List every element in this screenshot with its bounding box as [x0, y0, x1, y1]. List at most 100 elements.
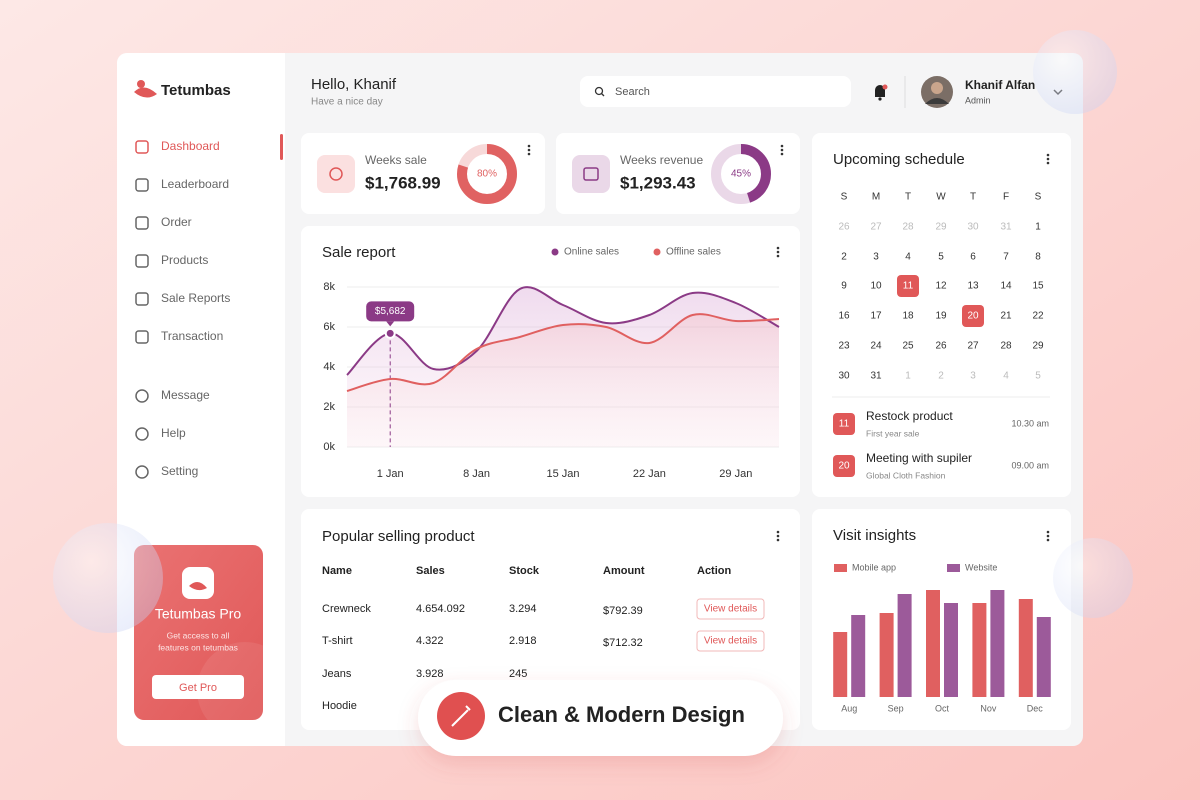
- menu-dot[interactable]: [776, 534, 780, 538]
- bar: [879, 613, 894, 697]
- bar: [972, 603, 987, 697]
- menu-dot[interactable]: [776, 246, 780, 250]
- nav-item[interactable]: Products: [161, 253, 208, 267]
- view-details-button[interactable]: [696, 598, 765, 620]
- calendar-day[interactable]: 25: [902, 341, 914, 352]
- calendar-day[interactable]: 2: [841, 252, 847, 263]
- bell-icon[interactable]: [875, 85, 885, 97]
- nav-item[interactable]: Setting: [161, 464, 198, 478]
- promo-text: features on tetumbas: [158, 642, 238, 652]
- calendar-day[interactable]: 26: [838, 222, 850, 233]
- nav-item[interactable]: Transaction: [161, 329, 223, 343]
- stat-label: Weeks revenue: [620, 153, 703, 167]
- calendar-day[interactable]: 21: [1000, 311, 1012, 322]
- calendar-day[interactable]: 23: [838, 341, 850, 352]
- menu-dot[interactable]: [776, 254, 780, 258]
- search-box[interactable]: [580, 76, 851, 107]
- calendar-day[interactable]: 1: [1035, 222, 1041, 233]
- calendar-day[interactable]: 20: [967, 311, 979, 322]
- calendar-day[interactable]: 27: [967, 341, 979, 352]
- search-placeholder[interactable]: Search: [615, 86, 650, 98]
- calendar-day[interactable]: 6: [970, 252, 976, 263]
- view-details-button[interactable]: [696, 630, 765, 652]
- calendar-day[interactable]: 26: [935, 341, 947, 352]
- calendar-day[interactable]: 16: [838, 311, 850, 322]
- calendar-day[interactable]: 1: [905, 371, 911, 382]
- calendar-day[interactable]: 13: [967, 281, 979, 292]
- calendar-day[interactable]: 12: [935, 281, 947, 292]
- nav-item[interactable]: Dashboard: [161, 139, 220, 153]
- calendar-day[interactable]: 4: [905, 252, 911, 263]
- calendar-day[interactable]: 31: [1000, 222, 1012, 233]
- nav-item[interactable]: Help: [161, 426, 186, 440]
- calendar-day[interactable]: 22: [1032, 311, 1044, 322]
- menu-dot[interactable]: [780, 144, 784, 148]
- menu-dot[interactable]: [1046, 161, 1050, 165]
- card-title: Sale report: [322, 244, 396, 261]
- calendar-day[interactable]: 10: [870, 281, 882, 292]
- menu-dot[interactable]: [776, 538, 780, 542]
- menu-dot[interactable]: [780, 148, 784, 152]
- menu-dot[interactable]: [1046, 534, 1050, 538]
- calendar-day[interactable]: 14: [1000, 281, 1012, 292]
- nav-item[interactable]: Leaderboard: [161, 177, 229, 191]
- menu-dot[interactable]: [780, 152, 784, 156]
- calendar-day[interactable]: 19: [935, 311, 947, 322]
- calendar-day[interactable]: 7: [1003, 252, 1009, 263]
- calendar-day[interactable]: 3: [873, 252, 879, 263]
- day-highlight: [962, 305, 984, 327]
- view-details-label[interactable]: View details: [704, 604, 757, 615]
- get-pro-label[interactable]: Get Pro: [179, 682, 217, 694]
- calendar-day[interactable]: 15: [1032, 281, 1044, 292]
- calendar-day[interactable]: 31: [870, 371, 882, 382]
- calendar-day[interactable]: 28: [1000, 341, 1012, 352]
- avatar-body: [925, 98, 949, 104]
- calendar-day[interactable]: 3: [970, 371, 976, 382]
- nav-icon: [135, 254, 149, 268]
- event-day: 11: [839, 419, 850, 430]
- nav-item[interactable]: Sale Reports: [161, 291, 230, 305]
- x-tick-label: 15 Jan: [546, 468, 579, 480]
- nav-item[interactable]: Message: [161, 388, 210, 402]
- calendar-day[interactable]: 30: [838, 371, 850, 382]
- calendar-day[interactable]: 5: [1035, 371, 1041, 382]
- calendar-day[interactable]: 30: [967, 222, 979, 233]
- menu-dot[interactable]: [776, 250, 780, 254]
- calendar-day[interactable]: 24: [870, 341, 882, 352]
- menu-dot[interactable]: [527, 148, 531, 152]
- calendar-day[interactable]: 27: [870, 222, 882, 233]
- table-cell: $792.39: [603, 605, 643, 617]
- calendar-day[interactable]: 28: [902, 222, 914, 233]
- calendar-day[interactable]: 9: [841, 281, 847, 292]
- donut-center: [468, 155, 506, 193]
- calendar-day[interactable]: 29: [935, 222, 947, 233]
- bell-icon: [878, 97, 882, 101]
- menu-dot[interactable]: [527, 144, 531, 148]
- get-pro-button[interactable]: [152, 675, 244, 699]
- table-cell: 3.294: [509, 603, 537, 615]
- calendar-day[interactable]: 11: [903, 281, 914, 292]
- calendar-day[interactable]: 8: [1035, 252, 1041, 263]
- calendar-day[interactable]: 5: [938, 252, 944, 263]
- table-cell: $712.32: [603, 637, 643, 649]
- banner-text: Clean & Modern Design: [498, 702, 745, 727]
- menu-dot[interactable]: [776, 530, 780, 534]
- calendar-day[interactable]: 18: [902, 311, 914, 322]
- menu-dot[interactable]: [1046, 153, 1050, 157]
- nav-item[interactable]: Order: [161, 215, 192, 229]
- bar: [897, 594, 912, 697]
- y-tick-label: 8k: [323, 281, 335, 293]
- menu-dot[interactable]: [527, 152, 531, 156]
- calendar-day[interactable]: 17: [870, 311, 882, 322]
- calendar-day[interactable]: 2: [938, 371, 944, 382]
- menu-dot[interactable]: [1046, 530, 1050, 534]
- calendar-day[interactable]: 29: [1032, 341, 1044, 352]
- view-details-label[interactable]: View details: [704, 636, 757, 647]
- calendar-day[interactable]: 4: [1003, 371, 1009, 382]
- y-tick-label: 0k: [323, 441, 335, 453]
- menu-dot[interactable]: [1046, 157, 1050, 161]
- x-tick-label: Sep: [888, 703, 904, 713]
- menu-dot[interactable]: [1046, 538, 1050, 542]
- bar: [1036, 617, 1051, 697]
